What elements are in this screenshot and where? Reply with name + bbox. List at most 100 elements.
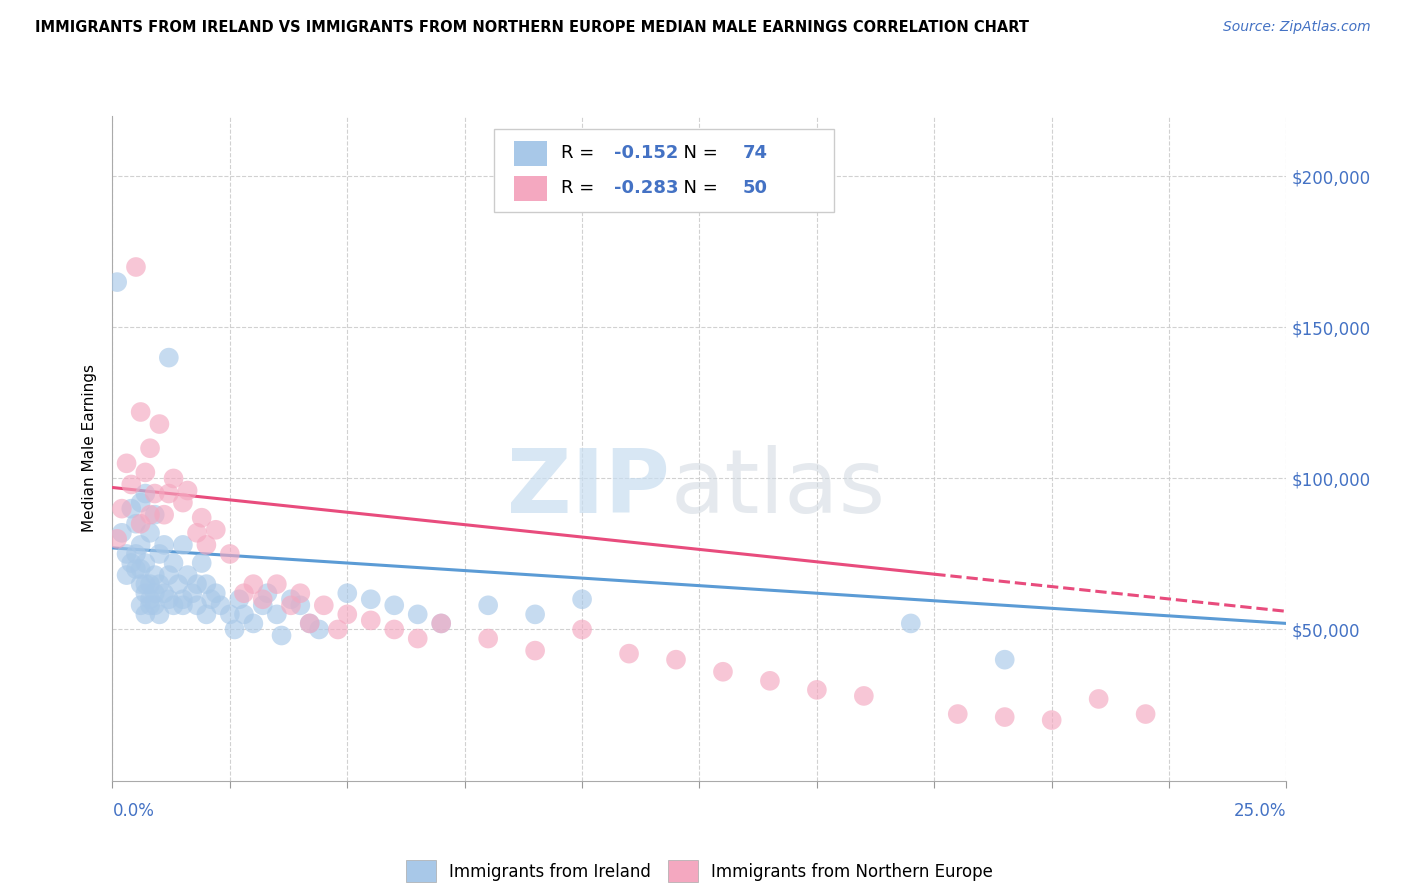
Point xyxy=(711,665,734,679)
Point xyxy=(153,538,176,552)
Point xyxy=(406,632,429,646)
Point xyxy=(148,607,170,622)
Text: R =: R = xyxy=(561,179,600,197)
FancyBboxPatch shape xyxy=(515,141,547,166)
Point xyxy=(326,623,349,637)
Legend: Immigrants from Ireland, Immigrants from Northern Europe: Immigrants from Ireland, Immigrants from… xyxy=(399,854,1000,888)
Point xyxy=(172,495,194,509)
Point xyxy=(162,471,184,485)
Point xyxy=(298,616,321,631)
Point xyxy=(280,599,302,613)
Point xyxy=(129,495,152,509)
Point xyxy=(129,405,152,419)
Point xyxy=(290,599,312,613)
Point xyxy=(148,547,170,561)
Point xyxy=(143,599,166,613)
Point xyxy=(524,607,547,622)
Point xyxy=(242,577,264,591)
Point xyxy=(139,525,162,540)
Text: 50: 50 xyxy=(742,179,768,197)
Point xyxy=(186,599,208,613)
Point xyxy=(139,442,162,455)
Point xyxy=(172,599,194,613)
Point xyxy=(134,577,156,591)
Point xyxy=(148,417,170,431)
Point xyxy=(120,556,142,570)
Point xyxy=(134,466,156,480)
Point xyxy=(233,607,256,622)
Point xyxy=(477,599,499,613)
Point xyxy=(143,586,166,600)
Point xyxy=(157,351,180,365)
Text: IMMIGRANTS FROM IRELAND VS IMMIGRANTS FROM NORTHERN EUROPE MEDIAN MALE EARNINGS : IMMIGRANTS FROM IRELAND VS IMMIGRANTS FR… xyxy=(35,20,1029,35)
Point xyxy=(195,577,218,591)
Point xyxy=(134,556,156,570)
Text: -0.152: -0.152 xyxy=(614,145,678,162)
Point xyxy=(200,592,222,607)
Point xyxy=(209,599,232,613)
Point xyxy=(148,577,170,591)
Text: N =: N = xyxy=(672,145,724,162)
Point xyxy=(252,592,274,607)
Point xyxy=(336,586,359,600)
Point xyxy=(759,673,782,688)
Point xyxy=(115,456,138,470)
Point xyxy=(252,599,274,613)
Point xyxy=(233,586,256,600)
Point xyxy=(186,577,208,591)
Point xyxy=(228,592,250,607)
Point xyxy=(266,577,288,591)
Point xyxy=(153,508,176,522)
Y-axis label: Median Male Earnings: Median Male Earnings xyxy=(82,364,97,533)
Point xyxy=(115,568,138,582)
Point xyxy=(218,607,242,622)
Point xyxy=(172,538,194,552)
Point xyxy=(190,556,212,570)
Point xyxy=(204,523,226,537)
Point xyxy=(129,562,152,576)
Point xyxy=(139,592,162,607)
Point xyxy=(806,682,828,697)
Point xyxy=(524,643,547,657)
Point xyxy=(571,592,593,607)
Point xyxy=(218,547,242,561)
Point xyxy=(172,592,194,607)
Point xyxy=(139,577,162,591)
Point xyxy=(900,616,922,631)
Point xyxy=(617,647,640,661)
Point xyxy=(111,525,134,540)
Point xyxy=(195,538,218,552)
Point xyxy=(105,532,128,546)
Point xyxy=(298,616,321,631)
Point xyxy=(129,538,152,552)
Point xyxy=(176,483,198,498)
Point xyxy=(1040,713,1063,727)
Text: 25.0%: 25.0% xyxy=(1234,802,1286,820)
Point xyxy=(852,689,875,703)
Point xyxy=(143,508,166,522)
Point xyxy=(181,586,204,600)
Point xyxy=(129,516,152,531)
Point xyxy=(336,607,359,622)
Point xyxy=(382,599,405,613)
Point xyxy=(129,577,152,591)
Point xyxy=(290,586,312,600)
Point xyxy=(111,501,134,516)
Point xyxy=(120,477,142,491)
Point xyxy=(167,577,190,591)
Text: R =: R = xyxy=(561,145,600,162)
Point xyxy=(308,623,330,637)
FancyBboxPatch shape xyxy=(494,129,835,212)
Point xyxy=(360,592,382,607)
Point xyxy=(665,653,688,667)
Point xyxy=(270,628,292,642)
Point xyxy=(115,547,138,561)
Point xyxy=(280,592,302,607)
Text: ZIP: ZIP xyxy=(508,444,671,532)
Point xyxy=(946,706,969,721)
Point xyxy=(266,607,288,622)
Point xyxy=(477,632,499,646)
Point xyxy=(406,607,429,622)
Point xyxy=(162,599,184,613)
Point xyxy=(430,616,453,631)
